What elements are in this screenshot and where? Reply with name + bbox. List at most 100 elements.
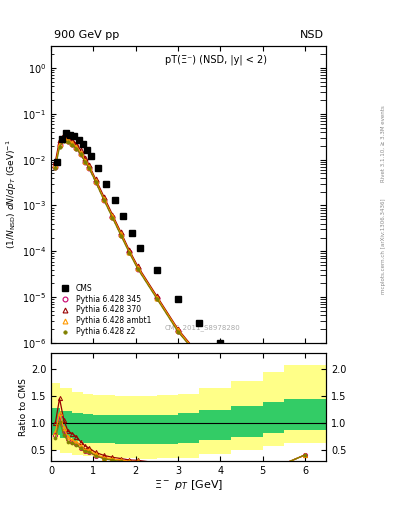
Pythia 6.428 ambt1 <box>102 196 107 202</box>
Text: pT(Ξ⁻) (NSD, |y| < 2): pT(Ξ⁻) (NSD, |y| < 2) <box>165 55 267 66</box>
Pythia 6.428 ambt1 <box>74 144 79 150</box>
Pythia 6.428 370 <box>110 211 115 218</box>
Pythia 6.428 z2 <box>53 165 58 172</box>
CMS <box>154 267 159 273</box>
Pythia 6.428 z2 <box>110 215 115 221</box>
Pythia 6.428 ambt1 <box>83 158 87 164</box>
Pythia 6.428 370 <box>61 132 66 138</box>
Pythia 6.428 z2 <box>83 159 87 165</box>
Pythia 6.428 345 <box>70 141 75 147</box>
Pythia 6.428 345 <box>102 197 107 203</box>
Text: CMS_2011_S8978280: CMS_2011_S8978280 <box>165 325 240 331</box>
CMS <box>72 134 77 140</box>
Pythia 6.428 370 <box>154 293 159 300</box>
Pythia 6.428 370 <box>93 176 98 182</box>
Pythia 6.428 370 <box>136 263 140 269</box>
Pythia 6.428 ambt1 <box>70 140 75 146</box>
Text: mcplots.cern.ch [arXiv:1306.3436]: mcplots.cern.ch [arXiv:1306.3436] <box>381 198 386 293</box>
Y-axis label: Ratio to CMS: Ratio to CMS <box>19 378 28 436</box>
Pythia 6.428 z2 <box>176 329 180 335</box>
Pythia 6.428 370 <box>127 247 132 253</box>
Pythia 6.428 345 <box>127 249 132 255</box>
Pythia 6.428 345 <box>176 328 180 334</box>
Pythia 6.428 ambt1 <box>93 178 98 184</box>
CMS <box>59 136 64 142</box>
Pythia 6.428 345 <box>110 215 115 221</box>
CMS <box>55 159 60 165</box>
CMS <box>95 165 100 172</box>
CMS <box>81 141 85 147</box>
Pythia 6.428 ambt1 <box>78 150 83 156</box>
Pythia 6.428 370 <box>119 229 123 236</box>
Pythia 6.428 z2 <box>87 165 92 172</box>
Pythia 6.428 345 <box>218 380 223 387</box>
Pythia 6.428 ambt1 <box>53 162 58 168</box>
Pythia 6.428 z2 <box>61 138 66 144</box>
Pythia 6.428 z2 <box>218 380 223 387</box>
CMS <box>89 153 94 159</box>
Text: 900 GeV pp: 900 GeV pp <box>54 30 119 40</box>
Line: CMS: CMS <box>54 130 309 422</box>
Pythia 6.428 ambt1 <box>57 141 62 147</box>
Pythia 6.428 370 <box>57 137 62 143</box>
Pythia 6.428 z2 <box>74 145 79 152</box>
Pythia 6.428 ambt1 <box>197 353 202 359</box>
Pythia 6.428 370 <box>176 326 180 332</box>
Pythia 6.428 345 <box>74 145 79 151</box>
CMS <box>121 214 125 220</box>
Pythia 6.428 ambt1 <box>127 249 132 255</box>
Pythia 6.428 z2 <box>260 430 265 436</box>
Pythia 6.428 z2 <box>102 197 107 203</box>
CMS <box>104 181 108 187</box>
Pythia 6.428 ambt1 <box>110 214 115 220</box>
Pythia 6.428 370 <box>83 155 87 161</box>
Text: NSD: NSD <box>299 30 323 40</box>
Pythia 6.428 z2 <box>57 144 62 150</box>
Pythia 6.428 345 <box>61 136 66 142</box>
Pythia 6.428 ambt1 <box>87 164 92 170</box>
CMS <box>260 378 265 384</box>
X-axis label: $\Xi^-\ p_T\ [\mathrm{GeV}]$: $\Xi^-\ p_T\ [\mathrm{GeV}]$ <box>154 478 223 493</box>
Pythia 6.428 z2 <box>197 354 202 360</box>
Pythia 6.428 370 <box>260 428 265 434</box>
Pythia 6.428 z2 <box>303 434 307 440</box>
Pythia 6.428 345 <box>53 164 58 170</box>
Pythia 6.428 345 <box>154 295 159 301</box>
Pythia 6.428 370 <box>87 162 92 168</box>
Pythia 6.428 370 <box>78 147 83 154</box>
Pythia 6.428 370 <box>66 134 70 140</box>
Pythia 6.428 ambt1 <box>303 434 307 440</box>
Text: Rivet 3.1.10, ≥ 3.3M events: Rivet 3.1.10, ≥ 3.3M events <box>381 105 386 182</box>
Pythia 6.428 370 <box>197 352 202 358</box>
CMS <box>64 130 68 136</box>
Pythia 6.428 ambt1 <box>119 231 123 237</box>
CMS <box>176 296 180 303</box>
Line: Pythia 6.428 z2: Pythia 6.428 z2 <box>53 139 307 439</box>
Pythia 6.428 ambt1 <box>136 265 140 271</box>
Pythia 6.428 ambt1 <box>176 327 180 333</box>
CMS <box>85 147 90 154</box>
Pythia 6.428 z2 <box>136 266 140 272</box>
Pythia 6.428 ambt1 <box>260 429 265 435</box>
Line: Pythia 6.428 345: Pythia 6.428 345 <box>53 137 307 439</box>
Pythia 6.428 z2 <box>66 139 70 145</box>
Pythia 6.428 z2 <box>70 142 75 148</box>
Pythia 6.428 345 <box>66 138 70 144</box>
Pythia 6.428 z2 <box>93 179 98 185</box>
CMS <box>112 197 117 203</box>
Line: Pythia 6.428 ambt1: Pythia 6.428 ambt1 <box>53 135 307 439</box>
Pythia 6.428 345 <box>87 165 92 172</box>
CMS <box>197 319 202 326</box>
Pythia 6.428 370 <box>70 137 75 143</box>
CMS <box>129 230 134 236</box>
Pythia 6.428 z2 <box>78 152 83 158</box>
CMS <box>76 137 81 143</box>
CMS <box>218 340 223 346</box>
Pythia 6.428 z2 <box>127 250 132 256</box>
Pythia 6.428 ambt1 <box>218 379 223 385</box>
Pythia 6.428 345 <box>197 354 202 360</box>
CMS <box>303 416 307 422</box>
Pythia 6.428 z2 <box>154 296 159 302</box>
CMS <box>138 245 142 251</box>
Pythia 6.428 370 <box>218 378 223 384</box>
